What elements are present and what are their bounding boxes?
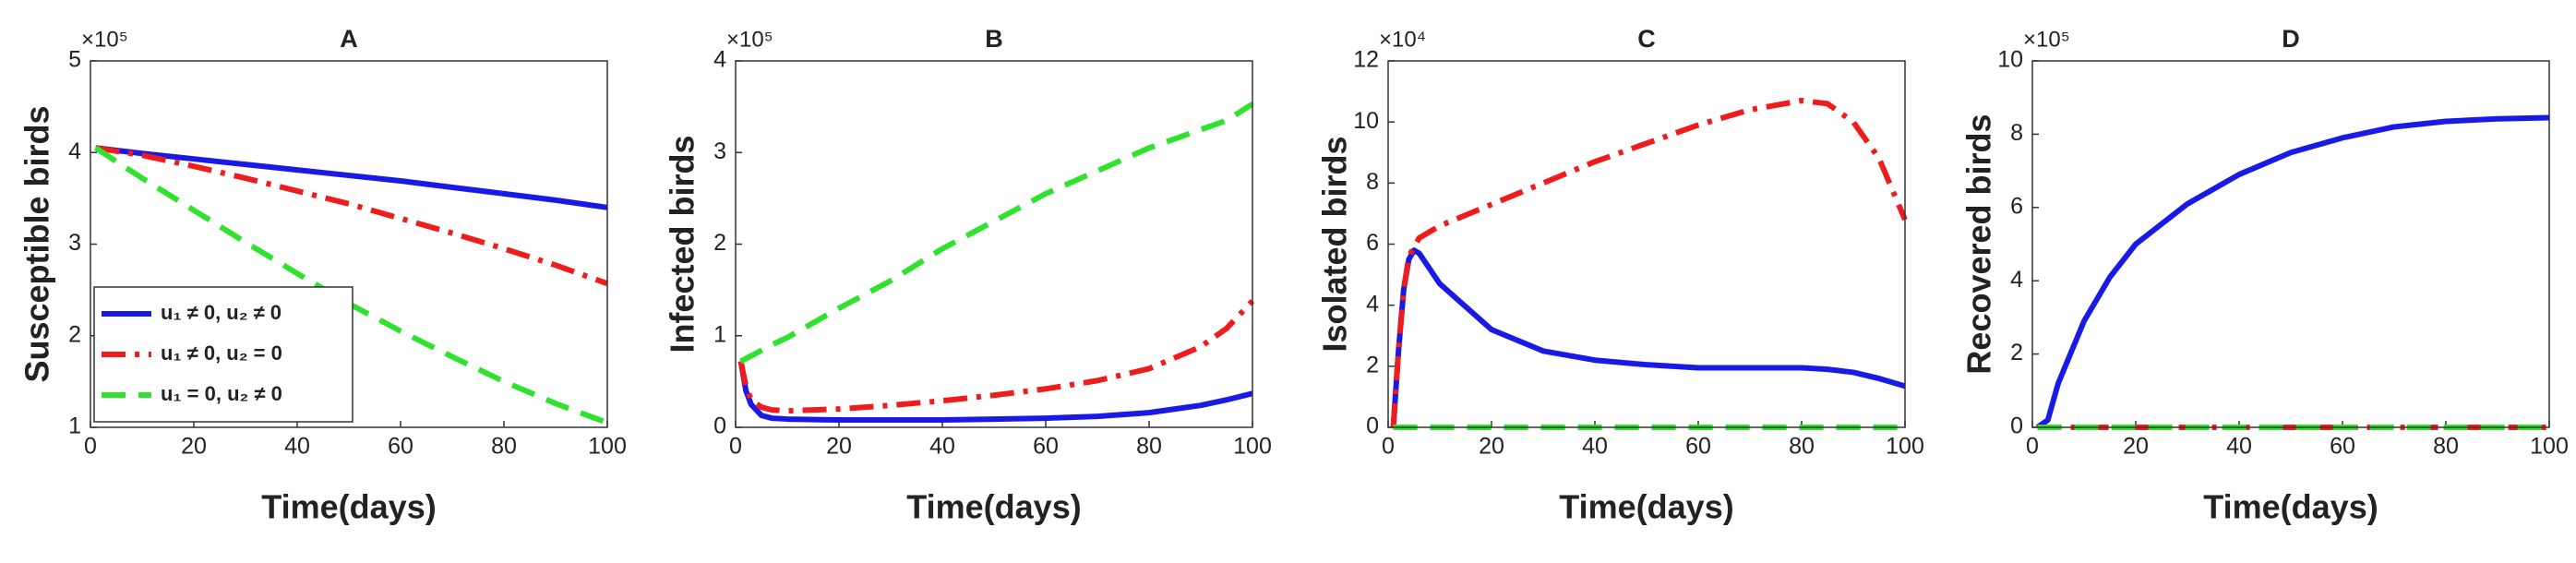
series-line bbox=[95, 145, 608, 210]
x-tick-label: 20 bbox=[1479, 434, 1504, 460]
plot-area bbox=[1388, 61, 1905, 427]
y-tick-label: 6 bbox=[1366, 230, 1379, 256]
plot-area bbox=[736, 61, 1252, 427]
x-tick-label: 0 bbox=[2026, 434, 2039, 460]
legend-label: u₁ ≠ 0, u₂ ≠ 0 bbox=[161, 301, 282, 324]
x-tick-label: 60 bbox=[1033, 434, 1059, 460]
x-tick-label: 80 bbox=[1136, 434, 1162, 460]
y-tick-label: 4 bbox=[2010, 267, 2023, 293]
x-tick-label: 40 bbox=[284, 434, 310, 460]
x-tick-label: 0 bbox=[84, 434, 97, 460]
y-tick-label: 0 bbox=[1366, 413, 1379, 439]
x-tick-label: 20 bbox=[2123, 434, 2149, 460]
x-axis-label: Time(days) bbox=[1559, 488, 1733, 526]
axes-box bbox=[735, 60, 1253, 428]
y-tick-label: 5 bbox=[68, 47, 81, 73]
x-tick-label: 40 bbox=[929, 434, 955, 460]
y-tick-label: 2 bbox=[1366, 352, 1379, 377]
x-tick-label: 100 bbox=[1233, 434, 1272, 460]
x-tick-label: 100 bbox=[2530, 434, 2569, 460]
y-tick-label: 6 bbox=[2010, 193, 2023, 219]
y-tick-label: 4 bbox=[68, 138, 81, 164]
y-tick-label: 2 bbox=[2010, 340, 2023, 365]
series-line bbox=[95, 145, 609, 287]
axes-box bbox=[2031, 60, 2550, 428]
y-tick-label: 1 bbox=[713, 321, 726, 347]
x-axis-label: Time(days) bbox=[906, 488, 1081, 526]
series-line bbox=[737, 361, 1253, 424]
y-tick-label: 2 bbox=[68, 321, 81, 347]
x-axis-label: Time(days) bbox=[261, 488, 436, 526]
plot-area bbox=[2032, 61, 2549, 427]
y-tick-label: 3 bbox=[713, 138, 726, 164]
legend-label: u₁ ≠ 0, u₂ = 0 bbox=[161, 341, 282, 365]
series-line bbox=[1390, 247, 1906, 428]
panel: 0 20 40 60 80 100 0 2 4 6 8 10 12 C ×10⁴ Time(days) Isol… bbox=[1316, 25, 1924, 525]
x-tick-label: 40 bbox=[2226, 434, 2252, 460]
series-line bbox=[737, 298, 1255, 414]
y-multiplier: ×10⁵ bbox=[726, 27, 773, 52]
y-tick-label: 10 bbox=[1353, 108, 1379, 134]
x-tick-label: 0 bbox=[729, 434, 742, 460]
y-axis-label: Infected birds bbox=[664, 135, 701, 353]
panel: 0 20 40 60 80 100 0 1 2 3 4 B ×10⁵ Time(days) Infected… bbox=[664, 25, 1272, 525]
x-axis-label: Time(days) bbox=[2203, 488, 2378, 526]
y-tick-label: 0 bbox=[713, 413, 726, 439]
series-line bbox=[2035, 114, 2550, 430]
y-tick-label: 10 bbox=[1997, 47, 2023, 73]
series-line bbox=[1390, 98, 1908, 428]
chart-title: D bbox=[2282, 25, 2300, 53]
y-tick-label: 8 bbox=[2010, 120, 2023, 146]
y-tick-label: 4 bbox=[1366, 291, 1379, 317]
x-tick-label: 80 bbox=[2433, 434, 2459, 460]
x-tick-label: 80 bbox=[1789, 434, 1815, 460]
y-tick-label: 4 bbox=[713, 47, 726, 73]
x-tick-label: 100 bbox=[1886, 434, 1924, 460]
axes-box bbox=[1387, 60, 1906, 428]
y-multiplier: ×10⁴ bbox=[1379, 27, 1426, 52]
x-tick-label: 20 bbox=[826, 434, 852, 460]
x-tick-label: 0 bbox=[1382, 434, 1395, 460]
axes-box bbox=[90, 60, 608, 428]
chart-title: C bbox=[1637, 25, 1656, 53]
x-tick-label: 20 bbox=[181, 434, 207, 460]
y-multiplier: ×10⁵ bbox=[81, 27, 128, 52]
chart-title: A bbox=[340, 25, 358, 53]
y-tick-label: 3 bbox=[68, 230, 81, 256]
y-tick-label: 0 bbox=[2010, 413, 2023, 439]
y-tick-label: 2 bbox=[713, 230, 726, 256]
x-tick-label: 80 bbox=[491, 434, 517, 460]
y-tick-label: 8 bbox=[1366, 169, 1379, 195]
series-line bbox=[739, 102, 1254, 365]
y-tick-label: 12 bbox=[1353, 47, 1379, 73]
x-tick-label: 60 bbox=[2330, 434, 2355, 460]
chart-title: B bbox=[985, 25, 1003, 53]
x-tick-label: 40 bbox=[1582, 434, 1608, 460]
y-axis-label: Isolated birds bbox=[1316, 136, 1354, 352]
y-axis-label: Recovered birds bbox=[1960, 114, 1998, 374]
y-axis-label: Susceptible birds bbox=[18, 105, 56, 382]
x-tick-label: 60 bbox=[388, 434, 413, 460]
y-tick-label: 1 bbox=[68, 413, 81, 439]
legend-label: u₁ = 0, u₂ ≠ 0 bbox=[161, 382, 282, 405]
panel: 0 20 40 60 80 100 0 2 4 6 8 10 D ×10⁵ Time(days) Recove… bbox=[1960, 25, 2569, 525]
x-tick-label: 60 bbox=[1685, 434, 1711, 460]
y-multiplier: ×10⁵ bbox=[2023, 27, 2070, 52]
x-tick-label: 100 bbox=[588, 434, 627, 460]
panel: 0 20 40 60 80 100 1 2 3 4 5 A ×10⁵ Time(days) Suscepti… bbox=[18, 25, 627, 525]
legend-box bbox=[93, 286, 353, 423]
